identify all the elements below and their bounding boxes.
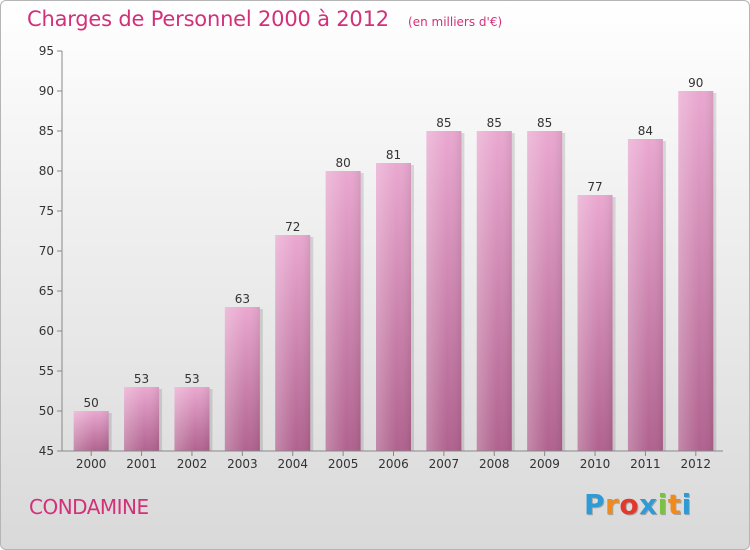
bar-value-label: 84 — [638, 124, 653, 138]
x-tick-label: 2012 — [681, 457, 712, 471]
bar-value-label: 80 — [335, 156, 350, 170]
bar-value-label: 85 — [487, 116, 502, 130]
y-tick-label: 95 — [39, 44, 54, 58]
bar-shine — [224, 307, 260, 451]
bar-value-label: 53 — [134, 372, 149, 386]
chart-unit-note: (en milliers d'€) — [408, 15, 503, 29]
y-tick-label: 70 — [39, 244, 54, 258]
bar-shine — [577, 195, 613, 451]
bar-value-label: 63 — [235, 292, 250, 306]
commune-name: CONDAMINE — [29, 495, 149, 519]
x-tick-label: 2011 — [630, 457, 661, 471]
bar-shine — [73, 411, 109, 451]
x-tick-label: 2007 — [429, 457, 460, 471]
bar-value-label: 90 — [688, 76, 703, 90]
bar-shine — [325, 171, 361, 451]
logo-letter: x — [639, 488, 658, 521]
bar-value-label: 77 — [587, 180, 602, 194]
bar-value-label: 81 — [386, 148, 401, 162]
y-tick-label: 75 — [39, 204, 54, 218]
chart-title: Charges de Personnel 2000 à 2012 — [27, 7, 389, 31]
bar-shine — [527, 131, 563, 451]
x-tick-label: 2006 — [378, 457, 409, 471]
x-tick-label: 2000 — [76, 457, 107, 471]
y-tick-label: 60 — [39, 324, 54, 338]
bar-shine — [174, 387, 210, 451]
x-tick-label: 2002 — [177, 457, 208, 471]
bar-value-label: 72 — [285, 220, 300, 234]
x-tick-label: 2009 — [529, 457, 560, 471]
y-tick-label: 50 — [39, 404, 54, 418]
bar-value-label: 50 — [84, 396, 99, 410]
x-tick-label: 2003 — [227, 457, 258, 471]
bar-shine — [376, 163, 411, 451]
x-tick-label: 2010 — [580, 457, 611, 471]
logo-letter: t — [667, 488, 682, 521]
logo-letter: o — [619, 488, 640, 521]
logo-letter: i — [657, 488, 668, 521]
x-tick-label: 2001 — [126, 457, 157, 471]
x-tick-label: 2004 — [277, 457, 308, 471]
y-tick-label: 85 — [39, 124, 54, 138]
logo-letter: r — [605, 488, 620, 521]
x-tick-label: 2005 — [328, 457, 359, 471]
bar-shine — [627, 139, 663, 451]
bar-shine — [124, 387, 160, 451]
bar-value-label: 85 — [436, 116, 451, 130]
y-tick-label: 45 — [39, 444, 54, 458]
logo-letter: P — [584, 488, 606, 521]
x-tick-label: 2008 — [479, 457, 510, 471]
proxiti-logo: Proxiti — [584, 488, 692, 521]
bar-shine — [426, 131, 462, 451]
bar-shine — [275, 235, 311, 451]
y-tick-label: 90 — [39, 84, 54, 98]
bar-value-label: 53 — [184, 372, 199, 386]
bar-value-label: 85 — [537, 116, 552, 130]
y-tick-label: 65 — [39, 284, 54, 298]
y-tick-label: 55 — [39, 364, 54, 378]
chart-header: Charges de Personnel 2000 à 2012 (en mil… — [27, 7, 502, 31]
logo-letter: i — [681, 488, 692, 521]
y-tick-label: 80 — [39, 164, 54, 178]
bar-shine — [476, 131, 512, 451]
bar-shine — [678, 91, 714, 451]
